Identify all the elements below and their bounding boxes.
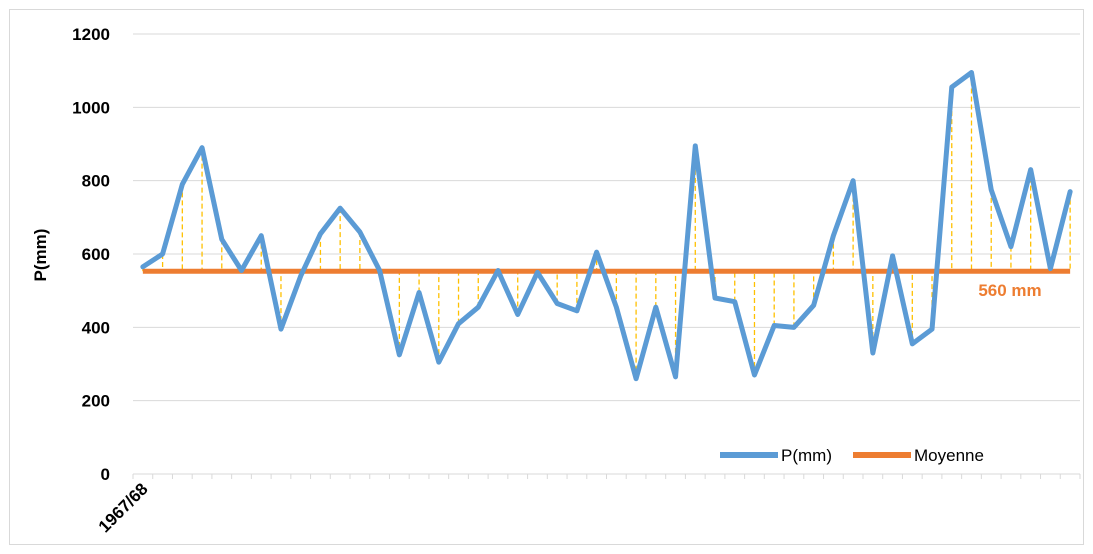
mean-annotation-label: 560 mm — [978, 281, 1041, 300]
legend-label-moyenne: Moyenne — [914, 446, 984, 465]
legend: P(mm) Moyenne — [720, 446, 984, 465]
y-axis-title: P(mm) — [31, 229, 50, 282]
legend-label-p-mm: P(mm) — [781, 446, 832, 465]
y-tick-label: 600 — [82, 245, 110, 264]
y-tick-label: 400 — [82, 318, 110, 337]
y-tick-label: 200 — [82, 392, 110, 411]
series-line-layer — [140, 70, 1073, 382]
x-axis-labels: 1967/68 — [95, 479, 152, 536]
y-tick-label: 1000 — [72, 98, 110, 117]
y-tick-label: 0 — [101, 465, 110, 484]
x-tick-label: 1967/68 — [95, 479, 152, 536]
y-tick-label: 800 — [82, 172, 110, 191]
y-axis-tick-labels: 0 200 400 600 800 1000 1200 — [72, 25, 110, 484]
x-axis-tick-marks — [132, 474, 1081, 479]
p-mm-series-line — [140, 70, 1073, 382]
y-tick-label: 1200 — [72, 25, 110, 44]
